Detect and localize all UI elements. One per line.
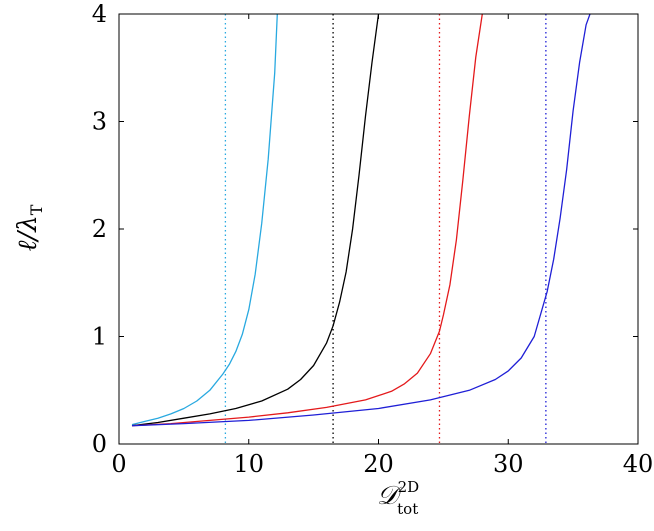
- x-tick-label: 30: [493, 450, 524, 478]
- y-axis-label: ℓ/λT: [13, 204, 46, 251]
- axis-ticks: 0 10 20 30 40 0 1 2 3 4: [92, 0, 654, 478]
- x-axis-label: 𝒟2D tot: [377, 478, 419, 518]
- series-line-1: [131, 14, 278, 426]
- x-tick-label: 20: [363, 450, 394, 478]
- plot-frame: [118, 13, 639, 445]
- y-tick-label: 0: [92, 430, 107, 458]
- x-tick-label: 10: [233, 450, 264, 478]
- series-line-4: [131, 14, 591, 427]
- series-line-2: [131, 14, 380, 427]
- x-axis-label-subscript: tot: [397, 500, 418, 518]
- y-tick-label: 2: [92, 215, 107, 243]
- series-lines: [131, 14, 591, 427]
- y-tick-label: 1: [92, 323, 107, 351]
- x-axis-label-superscript: 2D: [398, 478, 420, 496]
- y-tick-label: 3: [92, 108, 107, 136]
- series-line-3: [131, 14, 483, 427]
- x-tick-label: 0: [111, 450, 126, 478]
- y-axis-label-main: ℓ/λ: [13, 215, 43, 251]
- reference-lines: [224, 14, 547, 444]
- y-tick-label: 4: [92, 0, 107, 28]
- x-tick-label: 40: [623, 450, 654, 478]
- y-axis-label-subscript: T: [27, 204, 46, 215]
